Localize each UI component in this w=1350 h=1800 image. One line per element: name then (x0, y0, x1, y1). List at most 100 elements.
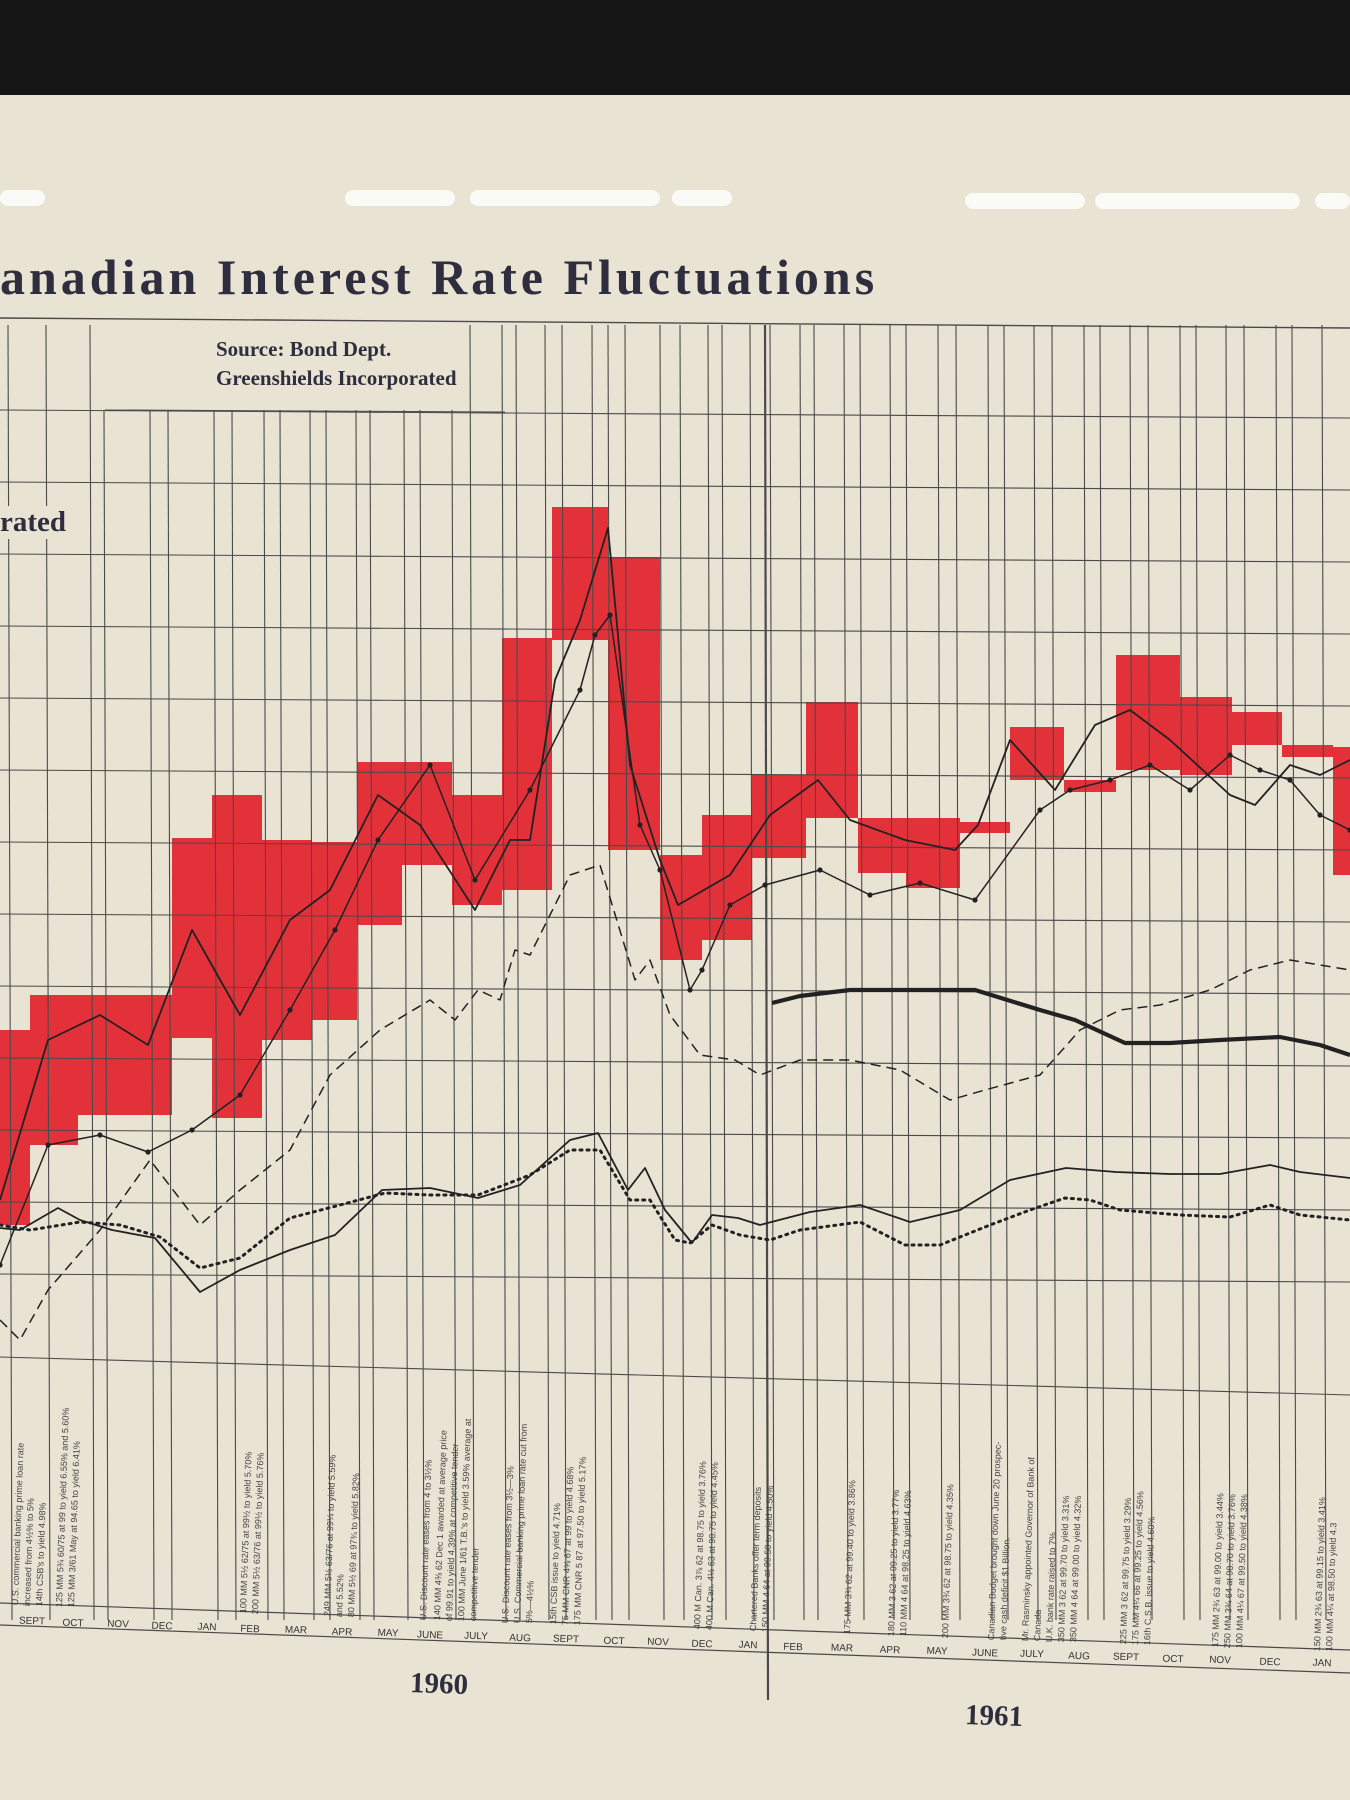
grid-vertical-line (1275, 324, 1281, 1621)
series-marker (1037, 807, 1043, 813)
month-label: JUNE (971, 1647, 999, 1659)
month-label: NOV (1208, 1654, 1232, 1667)
grid-horizontal-line (0, 841, 1350, 851)
grid-horizontal-line (0, 409, 1350, 419)
grid-vertical-line (843, 324, 849, 1621)
red-rate-band (858, 818, 906, 873)
source-line-2: Greenshields Incorporated (213, 366, 460, 391)
series-marker (762, 882, 768, 888)
series-marker (592, 632, 598, 638)
red-rate-band (402, 762, 452, 865)
grid-vertical-line (501, 324, 507, 1621)
grid-vertical-line (889, 324, 895, 1621)
series-marker (237, 1092, 243, 1098)
grid-vertical-line (231, 409, 237, 1621)
month-label: MAY (377, 1627, 399, 1640)
red-rate-band (357, 762, 402, 925)
grid-horizontal-line (0, 1057, 1350, 1067)
red-rate-band (1282, 745, 1333, 757)
series-marker (1067, 787, 1073, 793)
grid-vertical-line (451, 409, 457, 1621)
month-label: OCT (603, 1635, 625, 1647)
red-rate-band (752, 775, 806, 858)
series-marker (287, 1007, 293, 1013)
grid-vertical-line (1195, 324, 1201, 1621)
series-marker (45, 1142, 51, 1148)
month-label: SEPT (18, 1615, 46, 1628)
series-marker (699, 967, 705, 973)
year-1960-label: 1960 (409, 1666, 469, 1702)
grid-vertical-line (1099, 324, 1105, 1621)
red-rate-band (128, 995, 172, 1115)
month-label: FEB (240, 1623, 260, 1635)
red-rate-band (30, 995, 78, 1145)
series-marker (1107, 777, 1113, 783)
red-rate-band (502, 638, 552, 890)
year-divider-line (763, 324, 770, 1701)
grid-vertical-line (937, 324, 943, 1621)
grid-vertical-line (355, 409, 361, 1621)
grid-vertical-line (624, 324, 630, 1621)
series-marker (189, 1127, 195, 1133)
series-marker (1187, 787, 1193, 793)
month-label: FEB (783, 1641, 803, 1653)
glass-glare (0, 190, 45, 206)
grid-vertical-line (1129, 324, 1135, 1621)
series-marker (97, 1132, 103, 1138)
grid-vertical-line (279, 409, 285, 1621)
series-marker (1147, 762, 1153, 768)
grid-vertical-line (1051, 324, 1057, 1621)
red-rate-band (262, 840, 312, 1040)
series-marker (637, 822, 643, 828)
month-label: MAR (830, 1642, 854, 1655)
month-label: MAR (284, 1624, 308, 1637)
grid-vertical-line (213, 409, 219, 1621)
month-label: JULY (463, 1630, 489, 1643)
year-1961-label: 1961 (964, 1698, 1024, 1734)
series-marker (727, 902, 733, 908)
grid-vertical-line (89, 324, 95, 1621)
glass-glare (672, 190, 732, 206)
series-marker (657, 867, 663, 873)
red-rate-band (1116, 655, 1180, 770)
grid-vertical-line (1321, 324, 1327, 1621)
grid-horizontal-line (0, 481, 1350, 491)
grid-vertical-line (1083, 324, 1089, 1621)
event-note: and 5.52% (334, 1573, 346, 1618)
glass-glare (1095, 193, 1300, 209)
grid-vertical-line (45, 324, 51, 1621)
grid-horizontal-line (0, 1273, 1350, 1283)
grid-vertical-line (607, 324, 613, 1621)
grid-horizontal-line (0, 913, 1350, 923)
grid-horizontal-line (0, 1201, 1350, 1211)
red-rate-band (1232, 712, 1282, 745)
series-line-solid-upper (0, 527, 1350, 1201)
red-rate-band (660, 855, 702, 960)
chart-title: anadian Interest Rate Fluctuations (0, 249, 879, 305)
month-label: APR (331, 1626, 353, 1638)
grid-vertical-line (167, 409, 173, 1621)
grid-vertical-line (325, 409, 331, 1621)
grid-vertical-line (905, 324, 911, 1621)
month-label: DEC (1259, 1656, 1281, 1668)
grid-vertical-line (1179, 324, 1185, 1621)
grid-horizontal-line (0, 697, 1350, 707)
grid-vertical-line (7, 324, 13, 1621)
red-rate-band (1333, 747, 1350, 875)
month-label: MAY (926, 1645, 948, 1658)
red-rate-band (906, 818, 960, 888)
grid-vertical-line (591, 324, 597, 1621)
series-marker (332, 927, 338, 933)
series-line-dashed (0, 864, 1350, 1341)
glass-glare (345, 190, 455, 206)
event-note: 5%—4½% (524, 1580, 536, 1624)
grid-vertical-line (309, 409, 315, 1621)
grid-horizontal-line (0, 769, 1350, 779)
month-label: NOV (646, 1636, 670, 1649)
grid-vertical-line (769, 324, 775, 1621)
grid-vertical-line (561, 324, 567, 1621)
month-label: JAN (738, 1639, 758, 1652)
series-line-solid-lower (0, 1132, 1350, 1293)
grid-vertical-line (1225, 324, 1231, 1621)
month-label: JAN (1312, 1657, 1332, 1670)
